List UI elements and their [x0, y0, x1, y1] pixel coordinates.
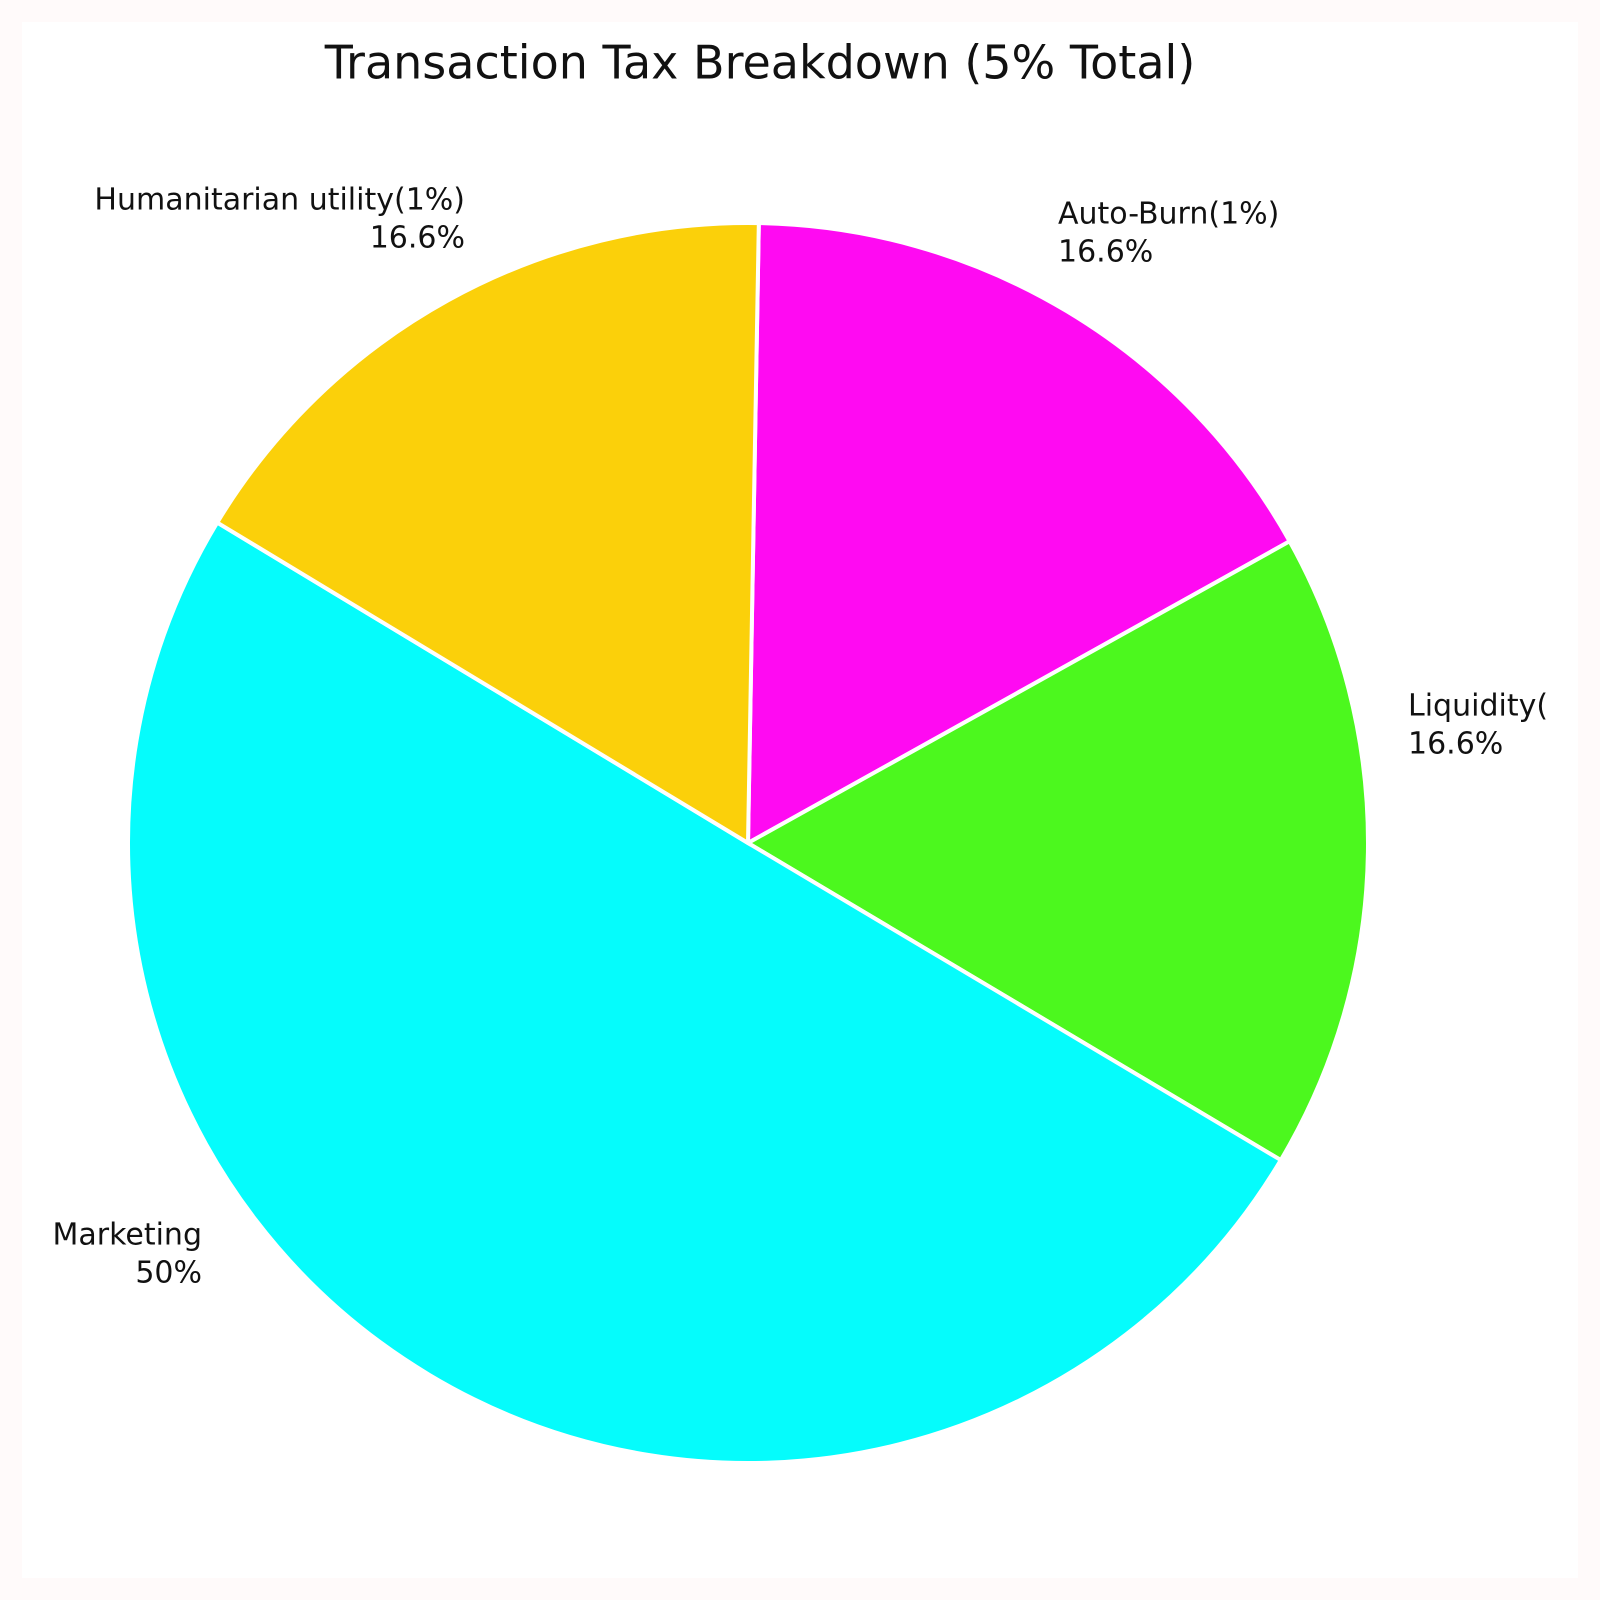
chart-title: Transaction Tax Breakdown (5% Total): [324, 36, 1196, 90]
slice-label: Liquidity(: [1408, 689, 1548, 724]
slice-value-label: 16.6%: [1408, 727, 1503, 762]
slice-label: Marketing: [52, 1218, 202, 1253]
pie-slice: [745, 221, 1293, 847]
pie-slice: [126, 519, 1284, 1465]
slice-value-label: 50%: [135, 1256, 202, 1291]
pie-slice: [214, 221, 761, 847]
slice-label: Auto-Burn(1%): [1058, 197, 1279, 232]
pie-slice: [743, 538, 1370, 1163]
slice-label: Humanitarian utility(1%): [94, 183, 465, 218]
slice-value-label: 16.6%: [370, 221, 465, 256]
slice-value-label: 16.6%: [1058, 235, 1153, 270]
